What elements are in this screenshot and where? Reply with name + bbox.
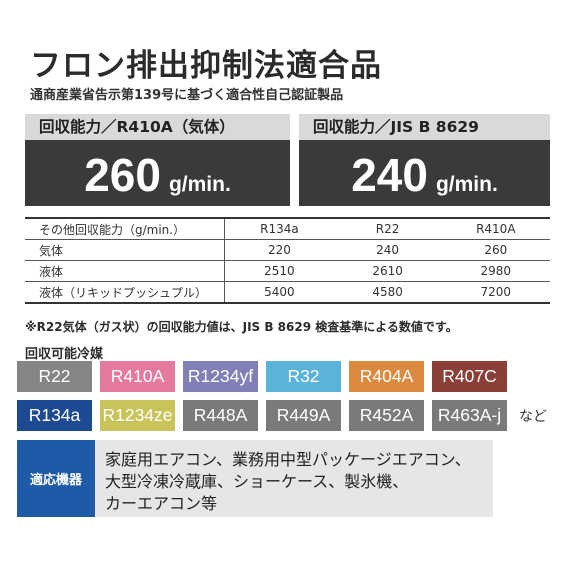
- capacity-number: 260: [84, 149, 161, 201]
- other-capacity-table: その他回収能力（g/min.） R134a R22 R410A 気体 220 2…: [25, 217, 550, 304]
- refrigerant-chip: R407C: [432, 361, 507, 392]
- refrigerant-chip: R410A: [100, 361, 175, 392]
- table-row-label: 液体: [25, 260, 226, 282]
- applicable-equipment: 適応機器 家庭用エアコン、業務用中型パッケージエアコン、 大型冷凍冷蔵庫、ショー…: [17, 440, 493, 517]
- capacity-panel-jis: 回収能力／JIS B 8629 240 g/min.: [299, 114, 550, 206]
- capacity-panel-r410a: 回収能力／R410A（気体） 260 g/min.: [25, 114, 290, 206]
- table-cell: 5400: [224, 281, 334, 304]
- refrigerant-row: R134a R1234ze R448A R449A R452A R463A-j など: [17, 400, 562, 431]
- table-header-cell: R134a: [224, 217, 334, 240]
- table-cell: 220: [224, 239, 334, 261]
- table-row: 気体 220 240 260: [25, 239, 550, 261]
- refrigerant-chip: R448A: [183, 400, 258, 431]
- refrigerant-chip: R449A: [266, 400, 341, 431]
- applicable-line: 大型冷凍冷蔵庫、ショーケース、製氷機、: [105, 472, 409, 491]
- page-title: フロン排出抑制法適合品: [30, 48, 382, 84]
- capacity-label: 回収能力／R410A（気体）: [25, 114, 290, 140]
- capacity-value-box: 260 g/min.: [25, 140, 290, 206]
- table-cell: 4580: [333, 281, 442, 304]
- table-header-cell: R410A: [441, 217, 550, 240]
- refrigerant-chip: R22: [17, 361, 92, 392]
- table-row-label: 液体（リキッドプッシュプル）: [25, 281, 226, 304]
- refrigerant-heading: 回収可能冷媒: [25, 347, 104, 362]
- table-row: 液体（リキッドプッシュプル） 5400 4580 7200: [25, 281, 550, 304]
- refrigerant-chip: R32: [266, 361, 341, 392]
- table-cell: 2510: [224, 260, 334, 282]
- refrigerant-row: R22 R410A R1234yf R32 R404A R407C: [17, 361, 562, 392]
- refrigerant-chip: R404A: [349, 361, 424, 392]
- table-cell: 2980: [441, 260, 550, 282]
- page-subtitle: 通商産業省告示第139号に基づく適合性自己認証製品: [30, 88, 344, 103]
- applicable-list: 家庭用エアコン、業務用中型パッケージエアコン、 大型冷凍冷蔵庫、ショーケース、製…: [95, 440, 493, 517]
- refrigerant-chip: R452A: [349, 400, 424, 431]
- applicable-line: 家庭用エアコン、業務用中型パッケージエアコン、: [105, 450, 471, 469]
- capacity-number: 240: [351, 149, 428, 201]
- refrigerant-suffix: など: [519, 408, 547, 425]
- table-cell: 240: [333, 239, 442, 261]
- capacity-unit: g/min.: [168, 173, 231, 196]
- table-cell: 260: [441, 239, 550, 261]
- refrigerant-chip: R1234ze: [100, 400, 175, 431]
- refrigerant-chip: R463A-j: [432, 400, 507, 431]
- table-header-cell: R22: [333, 217, 442, 240]
- capacity-unit: g/min.: [435, 173, 498, 196]
- refrigerant-chip: R1234yf: [183, 361, 258, 392]
- refrigerant-chip: R134a: [17, 400, 92, 431]
- table-row: 液体 2510 2610 2980: [25, 260, 550, 282]
- applicable-label: 適応機器: [17, 440, 95, 517]
- refrigerant-chips: R22 R410A R1234yf R32 R404A R407C R134a R1234z…: [17, 361, 562, 439]
- applicable-line: カーエアコン等: [105, 494, 218, 513]
- capacity-label: 回収能力／JIS B 8629: [299, 114, 550, 140]
- footnote: ※R22気体（ガス状）の回収能力値は、JIS B 8629 検査基準による数値で…: [25, 320, 458, 334]
- table-cell: 2610: [333, 260, 442, 282]
- table-cell: 7200: [441, 281, 550, 304]
- capacity-value-box: 240 g/min.: [299, 140, 550, 206]
- table-header-row: その他回収能力（g/min.） R134a R22 R410A: [25, 217, 550, 240]
- table-header-cell: その他回収能力（g/min.）: [25, 217, 226, 240]
- table-row-label: 気体: [25, 239, 226, 261]
